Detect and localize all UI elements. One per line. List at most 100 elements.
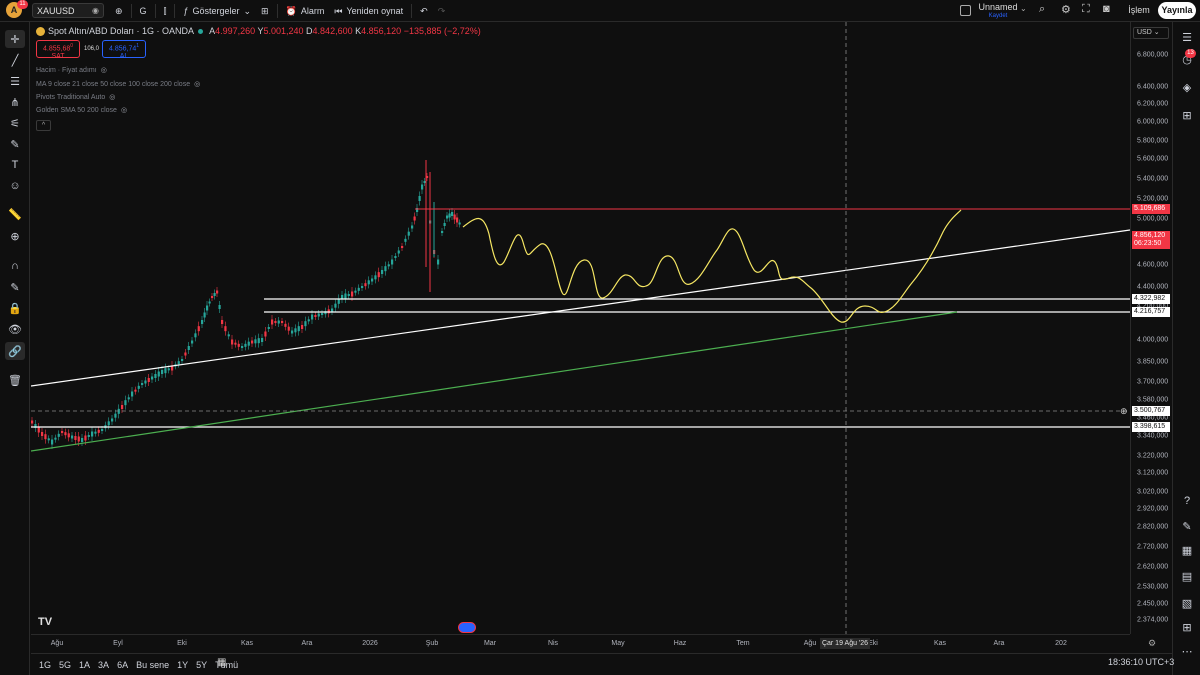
- layers-icon[interactable]: ◈: [1182, 81, 1192, 94]
- candle-body: [111, 418, 114, 422]
- price-tick-label: 2.920,000: [1137, 505, 1169, 513]
- magnet-icon[interactable]: ∩: [11, 260, 19, 272]
- screener-icon[interactable]: ▧: [1181, 597, 1193, 610]
- trade-button[interactable]: İşlem: [1128, 5, 1150, 15]
- spread-value: 106,0: [84, 46, 100, 52]
- replay-button[interactable]: ⏮ Yeniden oynat: [329, 0, 408, 22]
- range-button[interactable]: 1A: [79, 659, 91, 670]
- range-button[interactable]: Tümü: [215, 659, 239, 670]
- range-button[interactable]: 5G: [59, 659, 72, 670]
- date-range-calendar-icon[interactable]: ▦: [217, 657, 227, 668]
- range-button[interactable]: Bu sene: [136, 659, 170, 670]
- ideas-icon[interactable]: ⊞: [1182, 109, 1192, 122]
- candle-body: [137, 385, 140, 389]
- alarm-button[interactable]: ⏰ Alarm: [281, 0, 330, 22]
- time-tick-label: Mar: [483, 640, 497, 647]
- calendar-icon[interactable]: ▦: [1181, 544, 1193, 557]
- eye-icon[interactable]: ◉: [92, 6, 99, 15]
- candle-body: [264, 331, 267, 337]
- horizontal-lines-icon[interactable]: ☰: [10, 75, 20, 88]
- price-chart[interactable]: [31, 22, 1130, 634]
- currency-selector[interactable]: USD ⌄: [1133, 27, 1169, 39]
- watchlist-icon[interactable]: ☰: [1182, 31, 1192, 44]
- camera-icon[interactable]: ◙: [1103, 3, 1110, 15]
- price-tick-label: 6.800,000: [1137, 51, 1169, 59]
- add-alert-plus-icon[interactable]: ⊕: [1120, 406, 1128, 416]
- candle-type-icon[interactable]: ⫿: [163, 5, 167, 16]
- clock-timezone[interactable]: 18:36:10 UTC+3: [1108, 657, 1175, 667]
- zoom-in-icon[interactable]: ⊕: [10, 230, 20, 243]
- redo-icon[interactable]: ↷: [437, 5, 446, 16]
- collapse-legend-button[interactable]: ^: [36, 120, 51, 131]
- lock-icon[interactable]: 🔒: [8, 302, 22, 315]
- layouts-grid-icon[interactable]: ⊞: [261, 5, 269, 16]
- indicator-ma[interactable]: MA 9 close 21 close 50 close 100 close 2…: [36, 80, 200, 88]
- price-axis[interactable]: 6.800,000 6.400,000 6.200,000 6.000,000 5.80…: [1130, 22, 1172, 634]
- low-value: 4.842,600: [312, 26, 353, 36]
- add-symbol-icon[interactable]: ⊕: [115, 5, 123, 16]
- pitchfork-icon[interactable]: ⋔: [10, 96, 20, 109]
- ruler-icon[interactable]: 📏: [8, 208, 22, 221]
- time-tick-label: May: [611, 640, 625, 647]
- alerts-clock-icon[interactable]: ◷: [1182, 53, 1192, 66]
- fullscreen-icon[interactable]: ⛶: [1082, 3, 1090, 15]
- time-axis-settings-icon[interactable]: ⚙: [1148, 638, 1157, 648]
- eye-icon[interactable]: 👁: [8, 323, 22, 336]
- publish-button[interactable]: Yayınla: [1158, 2, 1196, 19]
- eye-icon[interactable]: ◎: [120, 107, 128, 114]
- link-icon[interactable]: 🔗: [5, 342, 25, 360]
- range-button[interactable]: 5Y: [196, 659, 208, 670]
- emoji-icon[interactable]: ☺: [9, 180, 21, 192]
- text-icon[interactable]: T: [11, 159, 19, 171]
- time-axis[interactable]: Ağu Eyl Eki Kas Ara 2026 Şub Mar Nis May Haz Tem Ağu…: [31, 634, 1130, 652]
- indicator-volume[interactable]: Hacim · Fiyat adımı ◎: [36, 66, 107, 74]
- interval-button[interactable]: G: [139, 6, 147, 16]
- range-button[interactable]: 1G: [39, 659, 52, 670]
- grid-icon[interactable]: ⊞: [1182, 621, 1192, 634]
- eye-icon[interactable]: ◎: [100, 67, 107, 74]
- help-icon[interactable]: ?: [1183, 495, 1191, 507]
- candle-body: [394, 256, 397, 258]
- symbol-legend-row[interactable]: Spot Altın/ABD Doları · 1G · OANDA A4.99…: [36, 26, 481, 36]
- candle-body: [216, 290, 219, 294]
- price-projection-curve: [462, 209, 962, 323]
- layout-checkbox-icon[interactable]: [960, 5, 971, 16]
- range-button[interactable]: 1Y: [177, 659, 189, 670]
- chevron-down-icon[interactable]: ⌄: [1020, 4, 1027, 13]
- lock-drawing-icon[interactable]: ✎: [10, 281, 20, 294]
- undo-icon[interactable]: ↶: [420, 5, 428, 16]
- fib-tools-icon[interactable]: ⚟: [10, 117, 20, 130]
- candle-body: [423, 181, 426, 183]
- candle-body: [321, 313, 324, 315]
- more-icon[interactable]: ⋯: [1181, 645, 1193, 658]
- data-window-icon[interactable]: ▤: [1181, 570, 1193, 583]
- indicator-label: Hacim · Fiyat adımı: [36, 67, 97, 74]
- eye-icon[interactable]: ◎: [194, 81, 201, 88]
- indicator-golden-sma[interactable]: Golden SMA 50 200 close ◎: [36, 106, 127, 114]
- indicators-button[interactable]: ƒ Göstergeler ⌄: [178, 0, 256, 22]
- layout-name-button[interactable]: Unnamed Kaydet: [978, 2, 1018, 20]
- time-tick-label: Kas: [933, 640, 947, 647]
- trash-icon[interactable]: 🗑: [8, 374, 22, 387]
- range-button[interactable]: 6A: [117, 659, 129, 670]
- quick-search-icon[interactable]: ⌕: [1039, 3, 1046, 15]
- trendline-icon[interactable]: ╱: [11, 54, 19, 67]
- brush-icon[interactable]: ✎: [10, 138, 20, 151]
- symbol-label: XAUUSD: [37, 5, 75, 16]
- eye-icon[interactable]: ◎: [109, 94, 116, 101]
- candle-body: [206, 305, 209, 311]
- range-button[interactable]: 3A: [98, 659, 110, 670]
- crosshair-icon[interactable]: ✛: [5, 30, 25, 48]
- divider: [174, 4, 176, 18]
- candle-body: [397, 250, 400, 254]
- price-label-resistance: 5.109,686: [1132, 204, 1170, 214]
- indicator-pivots[interactable]: Pivots Traditional Auto ◎: [36, 93, 115, 101]
- pen-icon[interactable]: ✎: [1182, 520, 1192, 533]
- buy-button[interactable]: 4.856,741 AL: [102, 40, 146, 60]
- indicators-label: Göstergeler: [192, 6, 240, 16]
- symbol-search-input[interactable]: XAUUSD ◉: [32, 3, 104, 18]
- price-tick-label: 3.120,000: [1137, 469, 1169, 477]
- events-flag-icon[interactable]: [458, 622, 476, 633]
- settings-gear-icon[interactable]: ⚙: [1061, 4, 1071, 16]
- sell-button[interactable]: 4.855,680 SAT: [36, 40, 80, 60]
